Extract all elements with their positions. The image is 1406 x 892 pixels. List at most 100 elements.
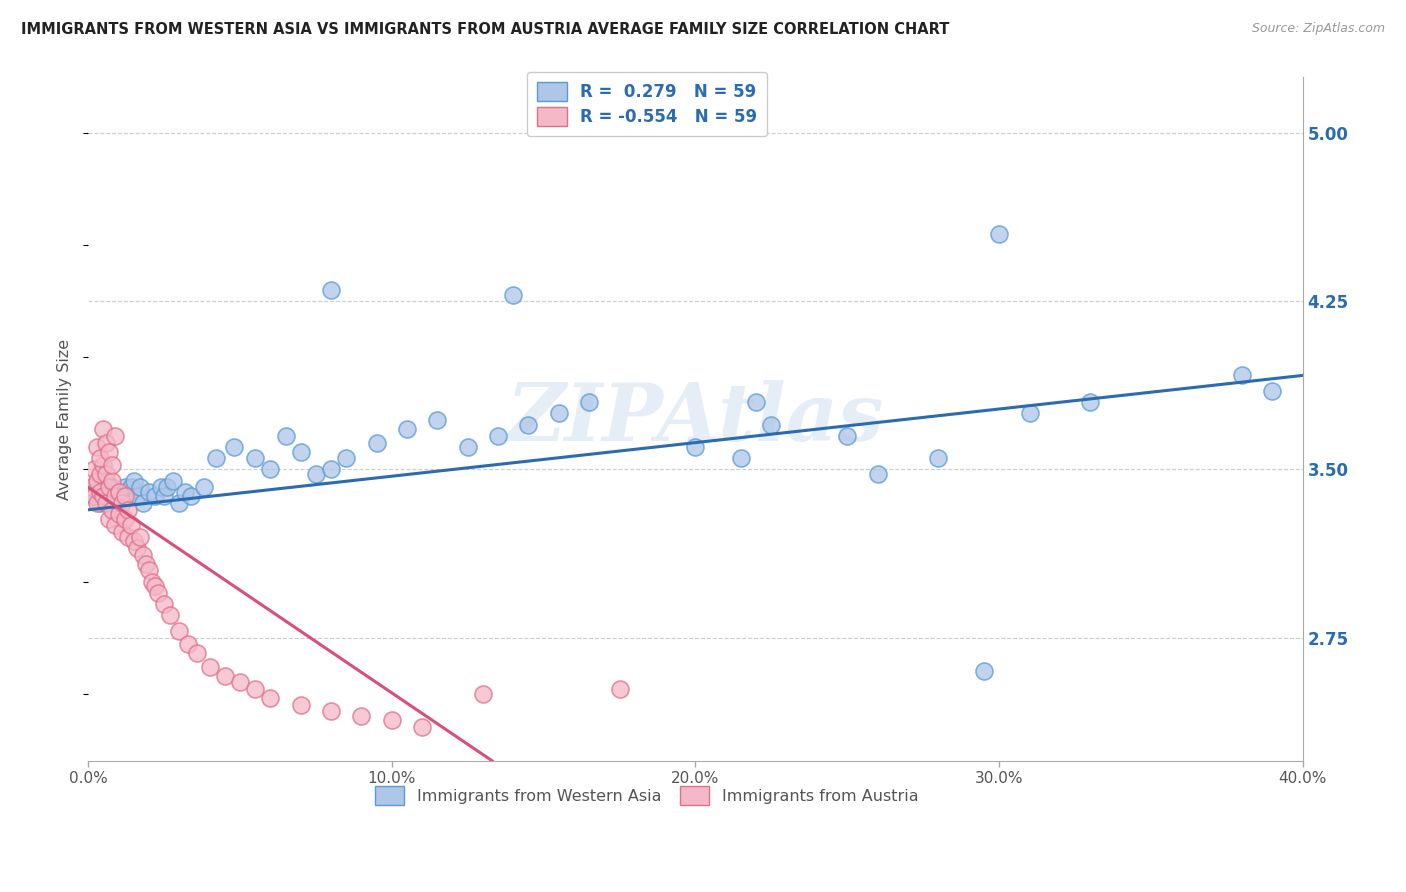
Point [350,709,373,723]
Point [132,548,155,562]
Point [122,474,145,488]
Point [138,484,160,499]
Point [114,512,136,526]
Text: ZIPAtlas: ZIPAtlas [506,380,884,458]
Point [167,496,190,510]
Point [214,668,236,682]
Point [89,467,111,481]
Point [1078,395,1101,409]
Point [98,444,121,458]
Point [83,489,105,503]
Text: Source: ZipAtlas.com: Source: ZipAtlas.com [1251,22,1385,36]
Point [259,462,281,476]
Point [745,395,768,409]
Point [150,480,173,494]
Point [135,557,157,571]
Point [167,624,190,638]
Point [866,467,889,481]
Point [837,429,859,443]
Point [319,705,342,719]
Point [132,496,155,510]
Point [107,484,129,499]
Point [138,563,160,577]
Point [335,451,357,466]
Point [89,484,111,499]
Point [411,720,433,734]
Point [141,574,163,589]
Point [101,458,124,472]
Point [120,518,142,533]
Point [125,541,148,555]
Point [101,474,124,488]
Point [204,451,226,466]
Point [86,480,108,494]
Point [128,480,150,494]
Point [761,417,783,432]
Point [290,698,312,712]
Y-axis label: Average Family Size: Average Family Size [58,339,72,500]
Point [114,480,136,494]
Point [222,440,245,454]
Point [128,530,150,544]
Point [83,489,105,503]
Point [174,484,197,499]
Point [89,496,111,510]
Point [107,484,129,499]
Point [86,474,108,488]
Point [96,467,118,481]
Point [104,518,127,533]
Point [146,585,169,599]
Point [180,489,202,503]
Point [153,489,176,503]
Point [927,451,949,466]
Point [305,467,328,481]
Point [988,227,1011,242]
Point [486,429,509,443]
Point [98,480,121,494]
Point [229,675,252,690]
Point [177,637,200,651]
Point [86,440,108,454]
Point [110,489,132,503]
Point [1261,384,1284,398]
Point [96,435,118,450]
Point [104,496,127,510]
Point [107,508,129,522]
Point [125,489,148,503]
Point [395,422,418,436]
Point [86,496,108,510]
Point [120,480,142,494]
Point [609,681,631,696]
Point [104,489,127,503]
Point [110,525,132,540]
Point [685,440,707,454]
Point [290,444,312,458]
Point [110,496,132,510]
Point [243,681,266,696]
Point [91,489,114,503]
Point [457,440,479,454]
Point [156,480,179,494]
Point [517,417,540,432]
Point [547,407,569,421]
Point [471,686,494,700]
Point [80,480,103,494]
Point [426,413,449,427]
Point [96,496,118,510]
Point [578,395,600,409]
Legend: Immigrants from Western Asia, Immigrants from Austria: Immigrants from Western Asia, Immigrants… [366,777,928,814]
Text: IMMIGRANTS FROM WESTERN ASIA VS IMMIGRANTS FROM AUSTRIA AVERAGE FAMILY SIZE CORR: IMMIGRANTS FROM WESTERN ASIA VS IMMIGRAN… [21,22,949,37]
Point [143,489,166,503]
Point [117,489,139,503]
Point [198,659,221,673]
Point [98,512,121,526]
Point [153,597,176,611]
Point [91,484,114,499]
Point [91,422,114,436]
Point [91,458,114,472]
Point [274,429,297,443]
Point [259,691,281,706]
Point [98,489,121,503]
Point [96,474,118,488]
Point [381,714,404,728]
